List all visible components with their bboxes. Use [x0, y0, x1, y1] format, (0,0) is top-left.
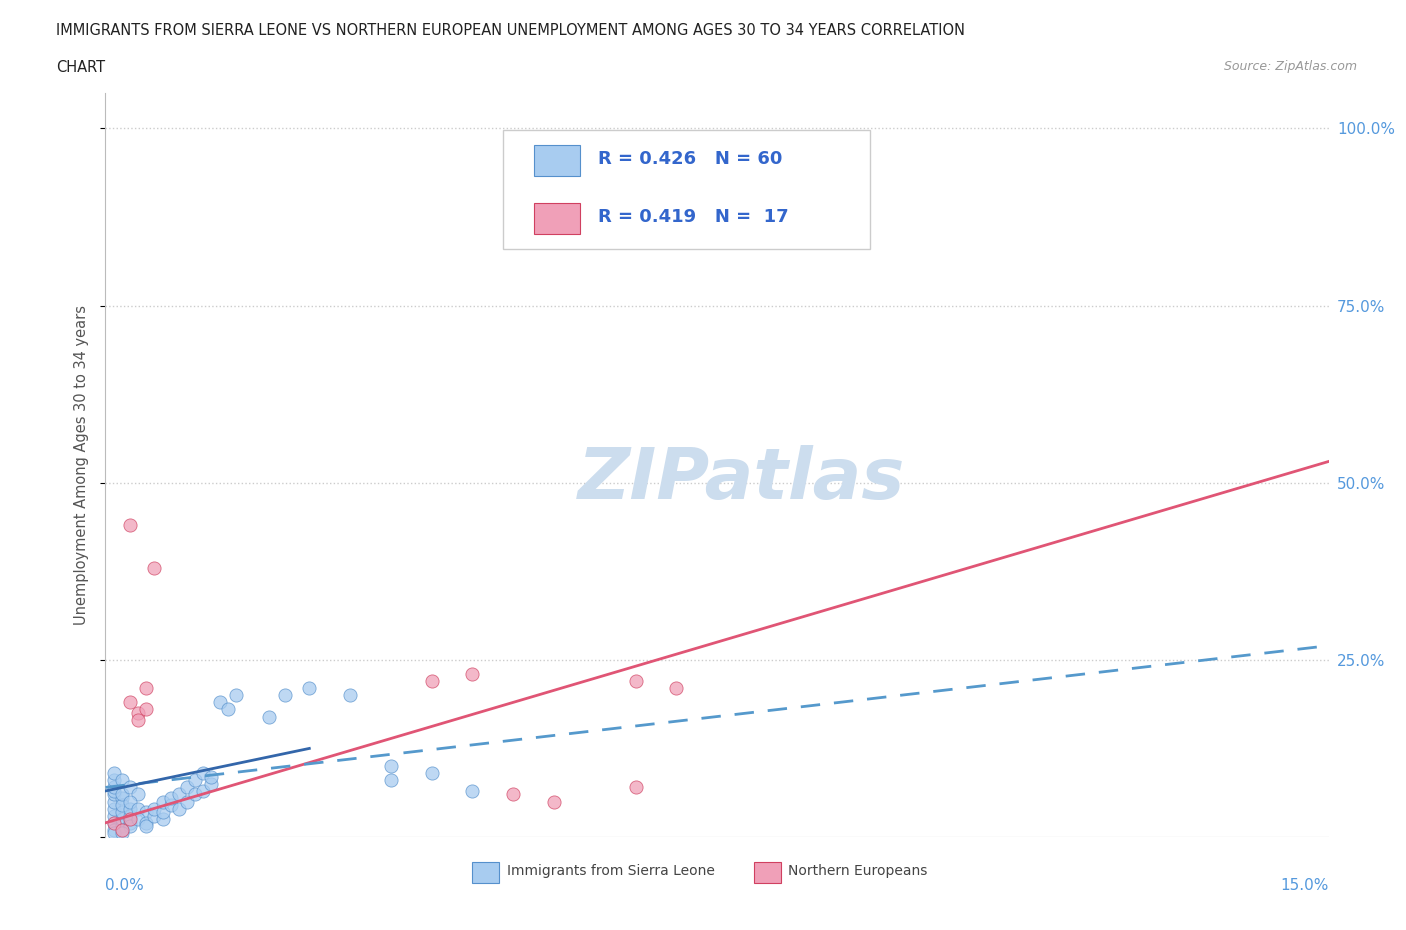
Point: [103, 765, 125, 780]
Point: [143, 560, 166, 575]
Point: [118, 695, 141, 710]
Point: [118, 816, 141, 830]
Text: R = 0.419   N =  17: R = 0.419 N = 17: [599, 207, 789, 226]
Point: [118, 802, 141, 817]
Point: [159, 798, 181, 813]
Point: [200, 769, 222, 784]
Point: [135, 702, 157, 717]
Point: [461, 667, 484, 682]
Point: [103, 816, 125, 830]
Point: [502, 787, 524, 802]
Point: [103, 826, 125, 841]
Point: [176, 794, 198, 809]
Point: [118, 819, 141, 834]
Point: [274, 688, 297, 703]
Point: [118, 808, 141, 823]
Point: [135, 819, 157, 834]
Point: [380, 759, 402, 774]
Point: [111, 773, 134, 788]
Point: [111, 790, 134, 805]
Text: 15.0%: 15.0%: [1281, 878, 1329, 893]
Point: [184, 773, 207, 788]
Point: [380, 773, 402, 788]
FancyBboxPatch shape: [503, 130, 870, 249]
Text: Northern Europeans: Northern Europeans: [787, 864, 928, 878]
Point: [127, 802, 149, 817]
Point: [298, 681, 321, 696]
Point: [103, 808, 125, 823]
Point: [167, 787, 190, 802]
Point: [103, 816, 125, 830]
Point: [193, 783, 215, 798]
Point: [127, 706, 149, 721]
Point: [135, 681, 157, 696]
Point: [111, 804, 134, 819]
Point: [176, 780, 198, 795]
Point: [420, 765, 443, 780]
Point: [200, 777, 222, 791]
Point: [111, 819, 134, 834]
Point: [118, 780, 141, 795]
Point: [103, 802, 125, 817]
Point: [461, 783, 484, 798]
Y-axis label: Unemployment Among Ages 30 to 34 years: Unemployment Among Ages 30 to 34 years: [75, 305, 90, 625]
FancyBboxPatch shape: [534, 203, 581, 234]
Text: CHART: CHART: [56, 60, 105, 75]
Point: [339, 688, 361, 703]
Point: [143, 802, 166, 817]
Point: [111, 822, 134, 837]
Text: R = 0.426   N = 60: R = 0.426 N = 60: [599, 150, 783, 167]
Point: [127, 812, 149, 827]
Text: IMMIGRANTS FROM SIERRA LEONE VS NORTHERN EUROPEAN UNEMPLOYMENT AMONG AGES 30 TO : IMMIGRANTS FROM SIERRA LEONE VS NORTHERN…: [56, 23, 966, 38]
Point: [208, 695, 231, 710]
FancyBboxPatch shape: [534, 145, 581, 177]
Text: Immigrants from Sierra Leone: Immigrants from Sierra Leone: [506, 864, 714, 878]
Point: [118, 518, 141, 533]
Point: [111, 826, 134, 841]
Point: [152, 812, 174, 827]
Point: [143, 808, 166, 823]
Point: [624, 780, 647, 795]
Point: [167, 802, 190, 817]
Point: [135, 816, 157, 830]
Point: [159, 790, 181, 805]
Point: [420, 673, 443, 688]
Point: [127, 787, 149, 802]
Point: [257, 709, 280, 724]
Text: 0.0%: 0.0%: [105, 878, 145, 893]
Text: ZIPatlas: ZIPatlas: [578, 445, 905, 514]
Point: [103, 822, 125, 837]
Point: [103, 783, 125, 798]
Point: [193, 765, 215, 780]
Text: Source: ZipAtlas.com: Source: ZipAtlas.com: [1223, 60, 1357, 73]
Point: [184, 787, 207, 802]
Point: [118, 812, 141, 827]
FancyBboxPatch shape: [754, 862, 780, 883]
Point: [152, 804, 174, 819]
Point: [665, 681, 688, 696]
Point: [111, 798, 134, 813]
FancyBboxPatch shape: [472, 862, 499, 883]
Point: [127, 712, 149, 727]
Point: [111, 787, 134, 802]
Point: [543, 794, 565, 809]
Point: [225, 688, 247, 703]
Point: [217, 702, 239, 717]
Point: [118, 794, 141, 809]
Point: [103, 794, 125, 809]
Point: [103, 787, 125, 802]
Point: [111, 812, 134, 827]
Point: [624, 673, 647, 688]
Point: [135, 804, 157, 819]
Point: [111, 822, 134, 837]
Point: [152, 794, 174, 809]
Point: [103, 773, 125, 788]
Point: [103, 780, 125, 795]
